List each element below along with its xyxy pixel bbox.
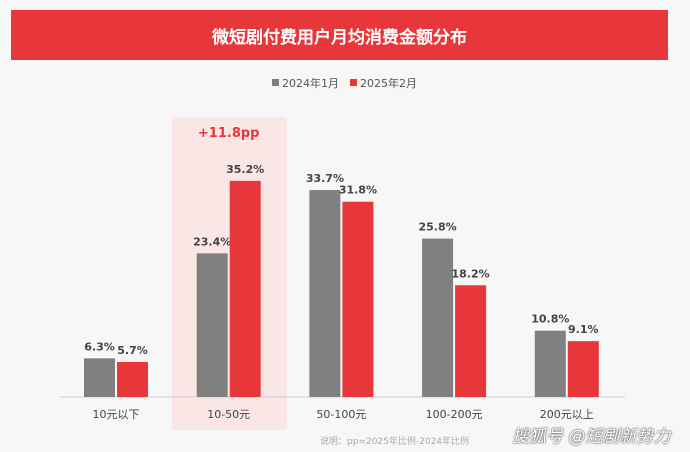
data-label: 23.4% <box>193 235 231 248</box>
bar <box>455 285 487 397</box>
data-label: 9.1% <box>568 323 599 336</box>
x-tick-label: 200元以上 <box>540 408 594 421</box>
watermark: 搜狐号 @短剧新势力 <box>512 427 670 447</box>
highlight-band <box>171 117 287 430</box>
legend-label: 2024年1月 <box>282 76 339 90</box>
x-tick-label: 50-100元 <box>316 408 366 421</box>
bar <box>567 341 599 397</box>
watermark-prefix: 搜狐号 <box>512 427 563 447</box>
bar <box>117 362 148 397</box>
bar <box>229 180 261 397</box>
x-tick-label: 10-50元 <box>207 408 250 421</box>
bar <box>309 190 341 397</box>
legend-swatch <box>350 79 357 86</box>
data-label: 5.7% <box>117 344 148 357</box>
data-label: 6.3% <box>84 340 115 353</box>
data-label: 31.8% <box>339 184 377 197</box>
bar <box>342 201 374 397</box>
legend-swatch <box>272 79 279 86</box>
data-label: 33.7% <box>306 172 344 185</box>
highlight-label: +11.8pp <box>198 126 260 141</box>
data-label: 10.8% <box>531 313 569 326</box>
legend-label: 2025年2月 <box>360 76 417 90</box>
data-label: 35.2% <box>226 163 264 176</box>
bar <box>84 358 115 397</box>
x-tick-label: 10元以下 <box>93 408 140 421</box>
data-label: 18.2% <box>452 267 490 280</box>
x-tick-label: 100-200元 <box>426 408 483 421</box>
bar <box>422 238 454 397</box>
footnote: 说明：pp=2025年比例-2024年比例 <box>320 437 470 447</box>
bar <box>534 330 566 397</box>
data-label: 25.8% <box>419 221 457 234</box>
chart-title: 微短剧付费用户月均消费金额分布 <box>11 10 668 60</box>
bar <box>196 253 228 397</box>
watermark-text: @短剧新势力 <box>568 427 671 447</box>
